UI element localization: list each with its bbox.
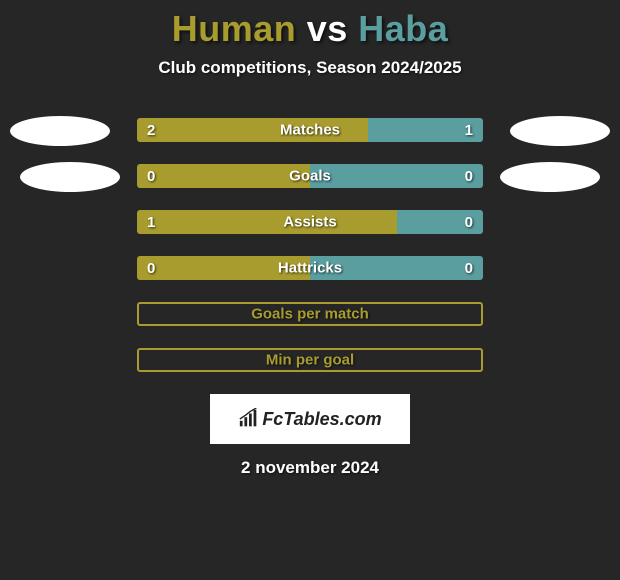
stat-value-right: 1 xyxy=(455,122,483,139)
stat-value-left: 2 xyxy=(137,122,165,139)
title-vs: vs xyxy=(296,8,358,49)
title-player1: Human xyxy=(172,8,297,49)
stat-row: 0 0 Goals xyxy=(137,164,483,188)
logo-text: FcTables.com xyxy=(262,409,381,430)
stat-row: 0 0 Hattricks xyxy=(137,256,483,280)
player2-avatar-bottom xyxy=(500,162,600,192)
title-player2: Haba xyxy=(358,8,448,49)
logo: FcTables.com xyxy=(238,408,381,430)
player1-avatar-top xyxy=(10,116,110,146)
logo-box: FcTables.com xyxy=(210,394,410,444)
stat-row: Min per goal xyxy=(137,348,483,372)
stat-value-left: 1 xyxy=(137,214,165,231)
chart-icon xyxy=(238,408,260,430)
bar-left-fill xyxy=(137,210,397,234)
subtitle: Club competitions, Season 2024/2025 xyxy=(0,58,620,78)
stat-label: Min per goal xyxy=(266,352,354,369)
stat-value-right: 0 xyxy=(455,168,483,185)
stat-label: Goals per match xyxy=(251,306,369,323)
stat-value-left: 0 xyxy=(137,260,165,277)
stat-value-right: 0 xyxy=(455,260,483,277)
stat-value-right: 0 xyxy=(455,214,483,231)
stat-row: Goals per match xyxy=(137,302,483,326)
title: Human vs Haba xyxy=(0,0,620,50)
stat-row: 1 0 Assists xyxy=(137,210,483,234)
chart-rows: 2 1 Matches 0 0 Goals 1 0 Assists 0 0 Hattricks Goal… xyxy=(137,118,483,372)
stat-label: Matches xyxy=(280,122,340,139)
stat-value-left: 0 xyxy=(137,168,165,185)
stat-label: Assists xyxy=(283,214,336,231)
stat-label: Hattricks xyxy=(278,260,342,277)
player1-avatar-bottom xyxy=(20,162,120,192)
comparison-chart: 2 1 Matches 0 0 Goals 1 0 Assists 0 0 Hattricks Goal… xyxy=(0,118,620,372)
stat-label: Goals xyxy=(289,168,331,185)
player2-avatar-top xyxy=(510,116,610,146)
date-text: 2 november 2024 xyxy=(0,458,620,478)
stat-row: 2 1 Matches xyxy=(137,118,483,142)
